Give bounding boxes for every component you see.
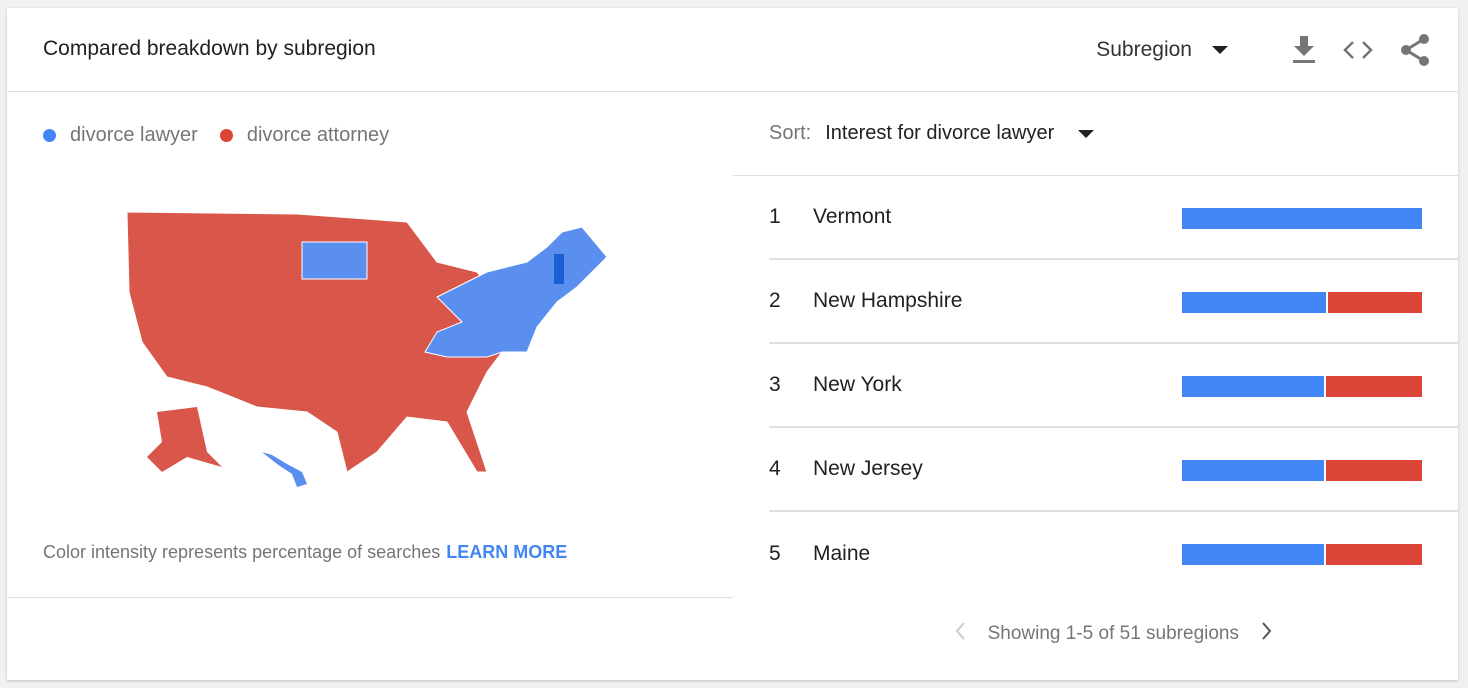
bar-divorce-attorney xyxy=(1325,460,1422,481)
next-page-icon[interactable] xyxy=(1261,621,1273,647)
comparison-bar xyxy=(1182,376,1422,397)
map-panel: divorce lawyer divorce attorney Color in… xyxy=(7,92,733,598)
row-rank: 3 xyxy=(769,373,781,396)
card-header: Compared breakdown by subregion Subregio… xyxy=(7,8,1458,92)
map-region-hawaii xyxy=(262,452,307,487)
map-region-red xyxy=(126,211,503,473)
legend-label: divorce attorney xyxy=(246,124,390,146)
chevron-down-icon[interactable] xyxy=(1212,46,1228,54)
map-region-south-dakota xyxy=(301,241,368,280)
sort-label: Sort: xyxy=(769,122,812,144)
bar-divorce-lawyer xyxy=(1182,292,1326,313)
comparison-bar xyxy=(1182,292,1422,313)
bar-divorce-lawyer xyxy=(1182,544,1324,565)
bar-divorce-lawyer xyxy=(1182,460,1324,481)
table-row[interactable]: 4 New Jersey xyxy=(769,428,1458,512)
row-name: New Hampshire xyxy=(813,289,963,312)
legend-dot-blue xyxy=(43,129,56,142)
prev-page-icon[interactable] xyxy=(954,621,966,647)
card-title: Compared breakdown by subregion xyxy=(43,37,376,60)
map-region-blue-northeast xyxy=(424,226,608,358)
row-rank: 4 xyxy=(769,457,781,480)
legend-dot-red xyxy=(219,129,233,142)
row-rank: 2 xyxy=(769,289,781,312)
bar-divorce-attorney xyxy=(1325,544,1422,565)
bar-divorce-lawyer xyxy=(1182,376,1324,397)
chevron-down-icon[interactable] xyxy=(1078,129,1095,138)
map-note: Color intensity represents percentage of… xyxy=(43,542,567,563)
legend-item-divorce-attorney: divorce attorney xyxy=(219,124,390,147)
row-rank: 1 xyxy=(769,205,781,228)
legend-item-divorce-lawyer: divorce lawyer xyxy=(43,124,198,147)
us-map[interactable] xyxy=(107,202,617,502)
row-rank: 5 xyxy=(769,542,781,565)
row-name: New Jersey xyxy=(813,457,923,480)
row-name: Vermont xyxy=(813,205,892,228)
bar-divorce-lawyer xyxy=(1182,208,1422,229)
sort-control[interactable]: Sort: Interest for divorce lawyer xyxy=(733,92,1458,176)
sort-value[interactable]: Interest for divorce lawyer xyxy=(825,122,1055,144)
map-region-alaska xyxy=(147,407,222,472)
download-icon[interactable] xyxy=(1292,36,1316,64)
note-text: Color intensity represents percentage of… xyxy=(43,542,441,562)
ranking-panel: Sort: Interest for divorce lawyer 1 Vermo… xyxy=(733,92,1458,596)
table-row[interactable]: 3 New York xyxy=(769,344,1458,428)
legend: divorce lawyer divorce attorney xyxy=(43,124,411,147)
pagination: Showing 1-5 of 51 subregions xyxy=(733,614,1458,654)
subregion-card: Compared breakdown by subregion Subregio… xyxy=(7,8,1458,680)
region-select[interactable]: Subregion xyxy=(1096,38,1192,61)
share-icon[interactable] xyxy=(1400,34,1430,66)
row-name: Maine xyxy=(813,542,871,565)
table-row[interactable]: 5 Maine xyxy=(769,512,1458,596)
learn-more-link[interactable]: LEARN MORE xyxy=(446,542,568,562)
map-region-vermont xyxy=(554,254,564,284)
table-row[interactable]: 1 Vermont xyxy=(769,176,1458,260)
embed-code-icon[interactable] xyxy=(1342,40,1374,60)
row-name: New York xyxy=(813,373,902,396)
bar-divorce-attorney xyxy=(1328,292,1422,313)
comparison-bar xyxy=(1182,208,1422,229)
comparison-bar xyxy=(1182,460,1422,481)
bar-divorce-attorney xyxy=(1325,376,1422,397)
table-row[interactable]: 2 New Hampshire xyxy=(769,260,1458,344)
pagination-text: Showing 1-5 of 51 subregions xyxy=(987,623,1239,644)
legend-label: divorce lawyer xyxy=(70,124,198,146)
comparison-bar xyxy=(1182,544,1422,565)
